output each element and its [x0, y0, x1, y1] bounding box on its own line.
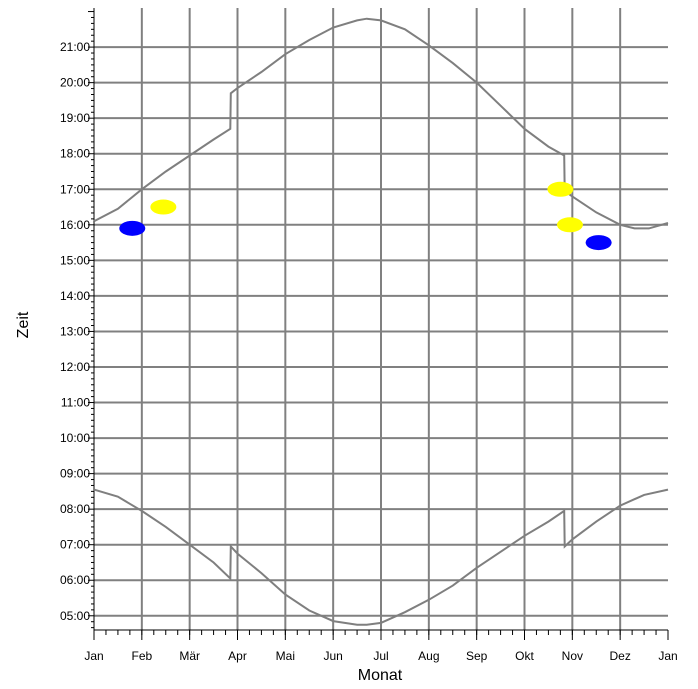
x-axis-title: Monat [358, 667, 403, 684]
y-tick-label: 08:00 [60, 502, 90, 516]
y-tick-label: 10:00 [60, 431, 90, 445]
sunrise-line [93, 488, 669, 626]
y-axis-title: Zeit [15, 311, 32, 338]
x-tick-label: Jan [84, 649, 103, 663]
y-tick-label: 17:00 [60, 182, 90, 196]
y-tick-label: 18:00 [60, 147, 90, 161]
y-tick-label: 16:00 [60, 218, 90, 232]
x-tick-label: Sep [466, 649, 488, 663]
x-tick-label: Mär [179, 649, 200, 663]
y-tick-label: 14:00 [60, 289, 90, 303]
y-tick-label: 05:00 [60, 609, 90, 623]
y-tick-label: 06:00 [60, 573, 90, 587]
x-tick-label: Okt [515, 649, 534, 663]
y-tick-label: 09:00 [60, 467, 90, 481]
axes [88, 8, 669, 640]
x-tick-label: Mai [276, 649, 295, 663]
y-tick-label: 07:00 [60, 538, 90, 552]
y-tick-label: 19:00 [60, 111, 90, 125]
x-tick-label: Jun [323, 649, 342, 663]
data-point-blob [119, 220, 146, 236]
data-markers [119, 181, 612, 251]
x-tick-label: Aug [418, 649, 439, 663]
y-tick-label: 21:00 [60, 40, 90, 54]
data-point-blob [585, 235, 612, 251]
y-tick-label: 13:00 [60, 324, 90, 338]
x-tick-label: Jan [658, 649, 677, 663]
x-tick-label: Feb [131, 649, 152, 663]
data-point-blob [150, 199, 177, 215]
x-tick-label: Nov [562, 649, 583, 663]
sunset-line [93, 17, 669, 230]
data-point-blob [547, 181, 574, 197]
y-tick-label: 20:00 [60, 76, 90, 90]
tick-labels: Jan Feb Mär Apr Mai Jun Jul Aug Sep Okt Nov Dez Jan 0… [60, 40, 678, 663]
series-lines [93, 17, 669, 626]
y-tick-label: 12:00 [60, 360, 90, 374]
y-tick-label: 15:00 [60, 253, 90, 267]
data-point-blob [556, 217, 583, 233]
x-tick-label: Dez [609, 649, 630, 663]
y-tick-label: 11:00 [61, 396, 90, 410]
x-tick-label: Apr [228, 649, 247, 663]
x-tick-label: Jul [373, 649, 388, 663]
